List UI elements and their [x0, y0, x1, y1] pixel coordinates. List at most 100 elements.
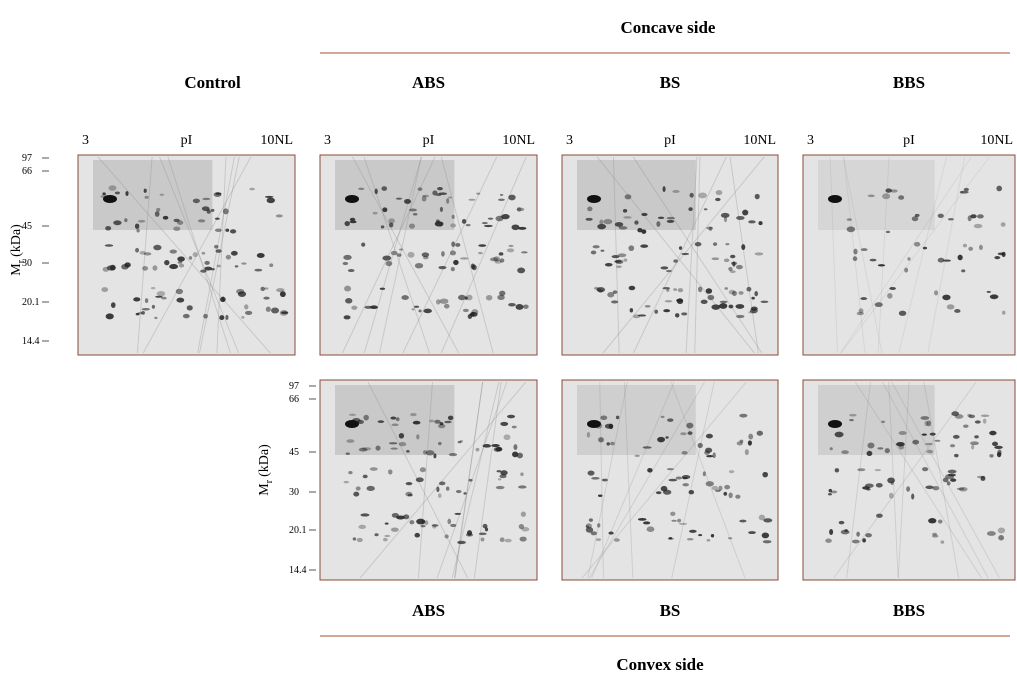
gel-spot [586, 431, 591, 438]
gel-spot [846, 226, 856, 233]
gel-spot [590, 250, 597, 255]
gel-spot [381, 186, 388, 191]
gel-spot [177, 256, 185, 262]
gel-spot [176, 297, 185, 303]
gel-spot [980, 476, 986, 481]
gel-spot [390, 527, 399, 532]
gel-spot [698, 192, 707, 199]
mw-tick-label: 14.4 [289, 565, 307, 576]
gel-spot [968, 246, 974, 251]
gel-spot [182, 313, 190, 319]
gel-spot [592, 245, 600, 249]
gel-streak [840, 156, 972, 354]
gel-image [561, 379, 779, 581]
gel-spot [681, 451, 688, 455]
gel-spot [994, 256, 1001, 260]
gel-spot [666, 288, 670, 292]
ph-axis-label: pI [664, 133, 676, 148]
gel-spot [437, 423, 446, 429]
gel-spot [260, 286, 266, 291]
gel-spot [390, 447, 398, 450]
gel-streak [685, 156, 698, 354]
gel-spot [457, 540, 466, 545]
gel-spot [673, 288, 678, 291]
gel-spot [345, 297, 353, 304]
gel-spot [698, 286, 703, 293]
gel-spot [372, 211, 378, 215]
gel-spot [439, 298, 449, 304]
gel-streak [671, 381, 715, 579]
gel-spot [634, 220, 639, 225]
gel-streak [440, 156, 494, 354]
gel-spot [280, 311, 289, 314]
gel-spot [417, 187, 423, 191]
gel-spot [682, 483, 689, 487]
gel-spot [451, 241, 456, 247]
ph-axis-label: 3 [807, 133, 814, 148]
mw-tick-label: 14.4 [22, 336, 40, 347]
gel-spot [357, 419, 364, 425]
gel-spot [517, 226, 527, 230]
gel-spot [173, 226, 181, 232]
gel-spot [405, 491, 413, 497]
gel-spot [225, 314, 229, 320]
mw-tick-label: 66 [22, 166, 32, 177]
gel-spot [435, 299, 441, 305]
gel-spot [519, 536, 527, 542]
gel-spot [203, 313, 208, 319]
gel-spot [706, 539, 711, 542]
gel-spot [500, 470, 508, 476]
gel-spot [702, 471, 706, 477]
gel-streak [623, 381, 634, 579]
gel-spot [487, 217, 494, 220]
gel-spot [415, 477, 424, 483]
gel-spot [617, 253, 627, 258]
gel-spot [968, 414, 976, 419]
gel-streak [440, 156, 527, 354]
gel-spot [677, 288, 684, 293]
gel-spot [590, 531, 597, 536]
gel-spot [453, 259, 459, 266]
gel-spot [518, 523, 525, 530]
gel-spot [858, 308, 864, 314]
gel-spot [950, 478, 957, 482]
gel-spot [518, 485, 527, 489]
gel-spot [728, 492, 733, 499]
gel-spot [141, 307, 150, 311]
gel-spot [271, 307, 280, 314]
gel-spot [857, 468, 866, 472]
group-title: Concave side [621, 18, 716, 37]
gel-spot [957, 254, 963, 261]
gel-spot [715, 489, 721, 492]
gel-spot [204, 266, 213, 271]
gel-spot [585, 527, 594, 533]
gel-spot [362, 447, 372, 451]
gel-spot [342, 261, 349, 266]
gel-spot [662, 186, 666, 193]
gel-spot [506, 248, 515, 253]
gel-spot [998, 535, 1005, 541]
gel-spot [666, 219, 675, 223]
gel-spot [967, 215, 972, 222]
gel-spot [416, 518, 426, 525]
gel-spot [153, 244, 162, 251]
gel-spot [237, 291, 247, 298]
panel-label: Control [184, 73, 241, 92]
gel-spot [343, 480, 349, 484]
gel-spot [890, 189, 898, 193]
gel-spot [925, 485, 934, 490]
ph-axis-label: 3 [82, 133, 89, 148]
gel-spot [762, 471, 769, 478]
gel-spot [413, 305, 420, 308]
gel-spot [657, 216, 665, 219]
gel-spot [352, 537, 357, 541]
gel-spot [616, 265, 622, 269]
gel-spot [962, 243, 968, 248]
gel-streak [599, 381, 604, 579]
gel-spot [749, 308, 758, 314]
gel-spot [719, 303, 728, 309]
gel-spot [719, 300, 728, 303]
ph-axis-label: pI [181, 133, 193, 148]
gel-spot [513, 444, 518, 450]
